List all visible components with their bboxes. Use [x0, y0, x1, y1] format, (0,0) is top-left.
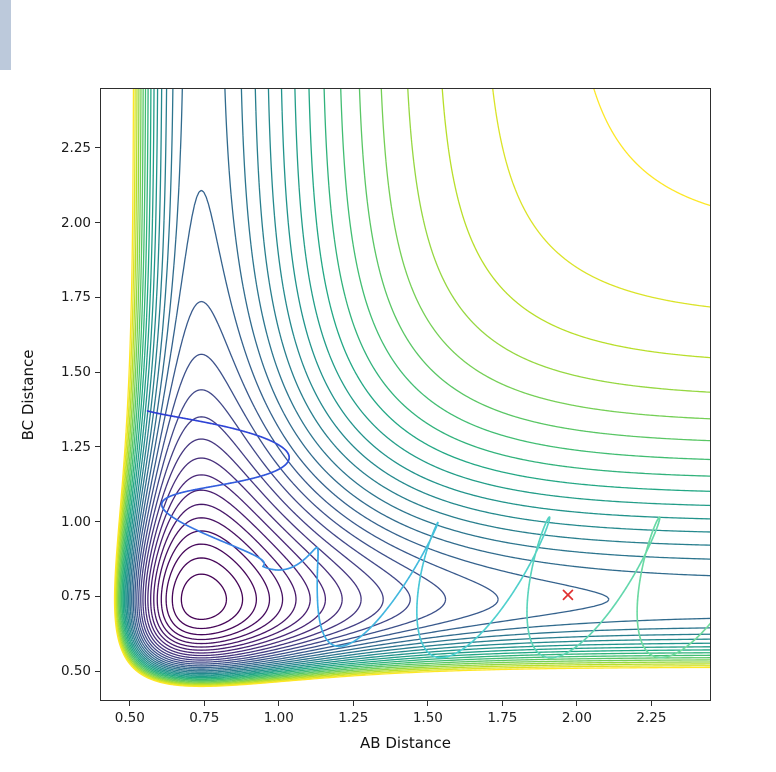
y-tick-label: 1.00: [60, 513, 91, 530]
x-tick-mark: [427, 701, 429, 706]
window-edge-strip: [0, 0, 11, 70]
y-tick-label: 1.75: [60, 289, 91, 306]
y-tick-mark: [95, 446, 100, 448]
x-tick-mark: [650, 701, 652, 706]
x-tick-label: 0.50: [114, 710, 145, 726]
y-tick-mark: [95, 222, 100, 224]
y-tick-label: 2.25: [60, 139, 91, 156]
x-axis-label: AB Distance: [360, 734, 451, 752]
x-tick-label: 2.25: [636, 710, 667, 726]
x-tick-label: 2.00: [561, 710, 592, 726]
y-tick-mark: [95, 670, 100, 672]
y-tick-label: 0.75: [60, 588, 91, 605]
y-tick-label: 0.50: [60, 663, 91, 680]
y-tick-mark: [95, 521, 100, 523]
x-tick-label: 1.25: [338, 710, 369, 726]
x-tick-label: 0.75: [189, 710, 220, 726]
x-tick-mark: [352, 701, 354, 706]
x-tick-mark: [278, 701, 280, 706]
x-tick-label: 1.50: [412, 710, 443, 726]
y-tick-label: 1.50: [60, 364, 91, 381]
y-tick-label: 2.00: [60, 214, 91, 231]
y-tick-mark: [95, 595, 100, 597]
x-tick-mark: [576, 701, 578, 706]
y-tick-mark: [95, 296, 100, 298]
x-tick-mark: [203, 701, 205, 706]
x-tick-label: 1.75: [487, 710, 518, 726]
x-tick-label: 1.00: [263, 710, 294, 726]
x-tick-mark: [501, 701, 503, 706]
y-tick-label: 1.25: [60, 438, 91, 455]
y-tick-mark: [95, 147, 100, 149]
x-tick-mark: [129, 701, 131, 706]
contour-canvas: [100, 88, 711, 701]
y-axis-label: BC Distance: [19, 349, 37, 440]
y-tick-mark: [95, 371, 100, 373]
